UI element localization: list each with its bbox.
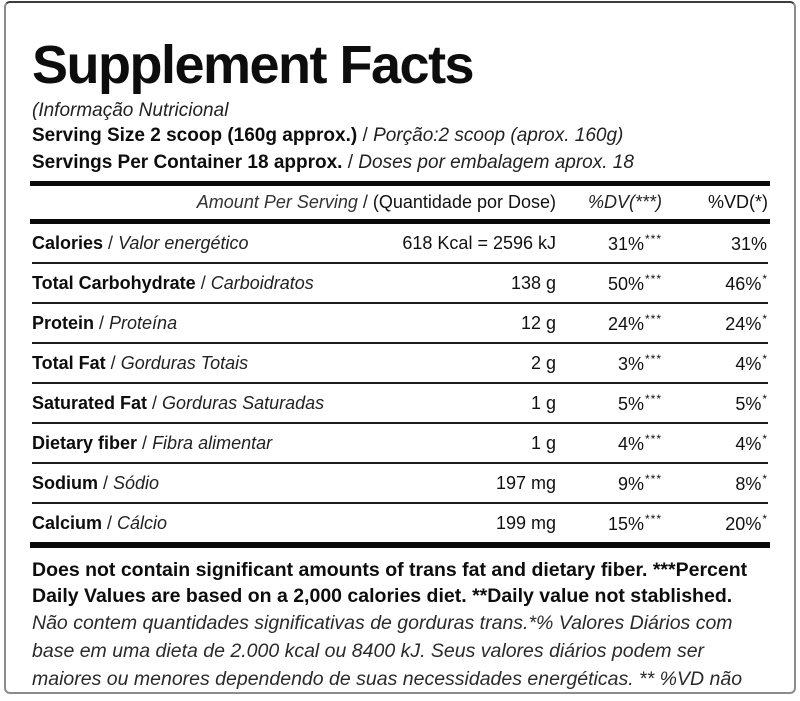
dv-asterisks: *** (644, 391, 662, 406)
header-amount-en: Amount Per Serving (196, 192, 358, 213)
table-row-saturated-fat: Saturated Fat / Gorduras Saturadas 1 g 5%… (32, 384, 768, 425)
dv-asterisks: *** (644, 511, 662, 526)
vd-asterisks: * (762, 351, 768, 366)
vd-asterisks: * (762, 271, 768, 286)
nutrient-amount: 2 g (530, 352, 556, 373)
nutrient-vd: 5%* (735, 391, 768, 414)
servings-per-container-en: Servings Per Container 18 approx. (32, 152, 343, 174)
dv-asterisks: *** (644, 471, 662, 486)
nutrient-dv: 9%*** (617, 471, 662, 494)
nutrient-vd: 24%* (725, 311, 768, 334)
table-row-total-fat: Total Fat / Gorduras Totais 2 g 3%*** 4%* (32, 344, 768, 385)
serving-size-line: Serving Size 2 scoop (160g approx.) / Po… (32, 122, 768, 149)
vd-asterisks: * (762, 511, 768, 526)
table-row-sodium: Sodium / Sódio 197 mg 9%*** 8%* (32, 464, 768, 505)
dv-asterisks: *** (644, 431, 662, 446)
nutrient-amount: 12 g (520, 312, 556, 333)
nutrient-vd: 46%* (725, 271, 768, 294)
dv-asterisks: *** (644, 271, 662, 286)
nutrient-dv: 50%*** (607, 271, 662, 294)
nutrient-vd: 8%* (735, 471, 768, 494)
header-amount-separator: / (357, 192, 373, 213)
nutrient-name: Calcium / Cálcio (32, 512, 168, 533)
nutrient-dv: 15%*** (607, 511, 662, 534)
divider-thick-under-header (30, 219, 770, 225)
nutrient-dv: 4%*** (617, 431, 662, 454)
nutrient-amount: 197 mg (495, 472, 556, 493)
servings-per-container-pt: Doses por embalagem aprox. 18 (358, 152, 634, 174)
nutrient-name: Total Fat / Gorduras Totais (32, 352, 249, 373)
footnote-portuguese-italic: Não contem quantidades significativas de… (32, 612, 743, 691)
table-header-row: Amount Per Serving / (Quantidade por Dos… (32, 186, 768, 219)
vd-asterisks: * (762, 471, 768, 486)
nutrient-vd: 4%* (735, 351, 768, 374)
nutrient-vd: 31% (730, 233, 767, 254)
nutrient-table-body: Calories / Valor energético 618 Kcal = 25… (32, 224, 768, 542)
vd-asterisks: * (762, 311, 768, 326)
nutrient-amount: 1 g (530, 432, 556, 453)
serving-size-separator: / (357, 125, 374, 147)
table-row-calories: Calories / Valor energético 618 Kcal = 25… (32, 224, 768, 265)
nutrient-dv: 31%*** (607, 231, 662, 254)
nutrient-amount: 618 Kcal = 2596 kJ (402, 232, 556, 253)
page-title: Supplement Facts (32, 35, 475, 95)
dv-asterisks: *** (644, 311, 662, 326)
nutrient-name: Protein / Proteína (32, 312, 178, 333)
table-row-total-carbohydrate: Total Carbohydrate / Carboidratos 138 g 5… (32, 264, 768, 305)
nutrient-vd: 20%* (725, 511, 768, 534)
nutrient-dv: 5%*** (617, 391, 662, 414)
vd-asterisks: * (762, 431, 768, 446)
table-row-protein: Protein / Proteína 12 g 24%*** 24%* (32, 304, 768, 345)
nutrient-amount: 1 g (530, 392, 556, 413)
nutrient-dv: 24%*** (607, 311, 662, 334)
header-percent-dv: %DV(***) (587, 192, 662, 213)
supplement-facts-panel: Supplement Facts (Informação Nutricional… (4, 1, 796, 694)
nutrient-name: Saturated Fat / Gorduras Saturadas (32, 392, 325, 413)
divider-thick-bottom (30, 542, 770, 549)
nutrient-name: Sodium / Sódio (32, 472, 160, 493)
serving-size-en: Serving Size 2 scoop (160g approx.) (32, 125, 358, 147)
servings-per-container-separator: / (342, 152, 359, 174)
table-row-calcium: Calcium / Cálcio 199 mg 15%*** 20%* (32, 504, 768, 542)
nutrient-dv: 3%*** (617, 351, 662, 374)
header-amount-per-serving: Amount Per Serving / (Quantidade por Dos… (32, 192, 556, 213)
header-percent-vd: %VD(*) (707, 192, 768, 213)
nutrient-amount: 138 g (510, 272, 556, 293)
serving-size-pt: Porção:2 scoop (aprox. 160g) (373, 125, 624, 147)
header-amount-pt: (Quantidade por Dose) (372, 192, 556, 213)
footnote-english-bold: Does not contain significant amounts of … (32, 559, 748, 608)
subtitle-informacao-nutricional: (Informação Nutricional (32, 100, 229, 122)
table-row-dietary-fiber: Dietary fiber / Fibra alimentar 1 g 4%***… (32, 424, 768, 465)
servings-per-container-line: Servings Per Container 18 approx. / Dose… (32, 149, 768, 176)
nutrient-vd: 4%* (735, 431, 768, 454)
vd-asterisks: * (762, 391, 768, 406)
footnotes: Does not contain significant amounts of … (32, 557, 768, 692)
nutrient-name: Calories / Valor energético (32, 232, 249, 253)
divider-thick-top (30, 181, 770, 187)
dv-asterisks: *** (644, 231, 662, 246)
nutrient-name: Total Carbohydrate / Carboidratos (32, 272, 314, 293)
nutrient-name: Dietary fiber / Fibra alimentar (32, 432, 273, 453)
dv-asterisks: *** (644, 351, 662, 366)
nutrient-amount: 199 mg (495, 512, 556, 533)
